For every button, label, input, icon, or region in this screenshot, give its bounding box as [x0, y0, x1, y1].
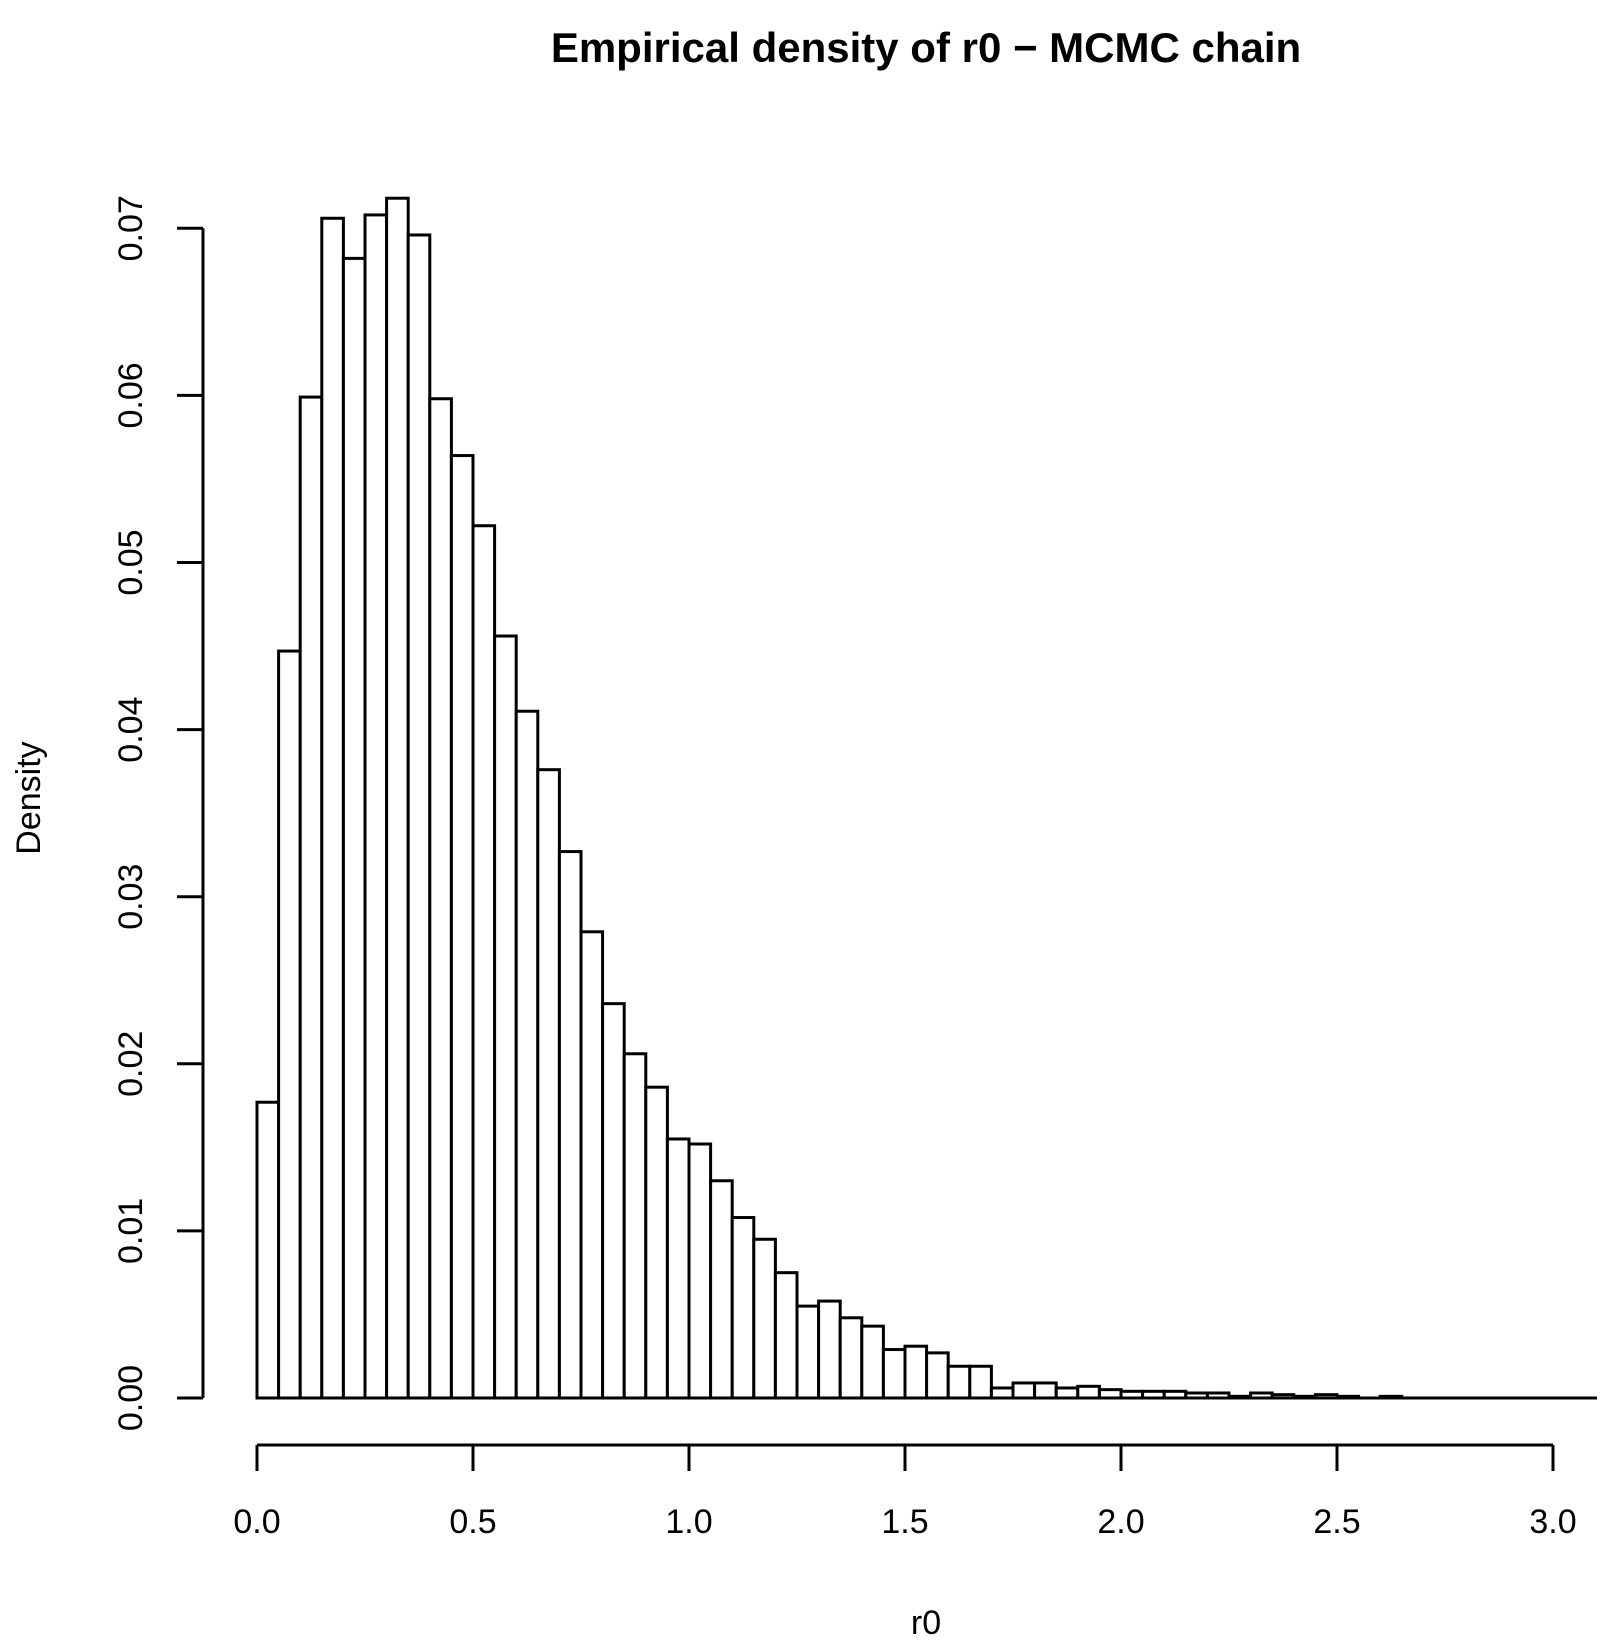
y-tick-label: 0.00	[112, 1365, 150, 1431]
y-tick-label: 0.07	[112, 195, 150, 261]
histogram-bar	[925, 1351, 950, 1400]
histogram-bar	[449, 454, 475, 1400]
histogram-bar	[255, 1100, 281, 1400]
histogram-bar	[471, 524, 497, 1400]
x-tick-label: 3.0	[1529, 1503, 1576, 1541]
x-tick-label: 1.0	[665, 1503, 712, 1541]
histogram-bar	[557, 850, 583, 1400]
y-tick-label: 0.04	[112, 697, 150, 763]
histogram-bar	[665, 1137, 691, 1400]
histogram-bar	[709, 1179, 734, 1400]
histogram-bar	[579, 930, 605, 1400]
histogram-bar	[968, 1364, 993, 1400]
histogram-bar	[903, 1344, 929, 1400]
x-axis: 0.0 0.5 1.0 1.5 2.0 2.5 3.0	[233, 1443, 1577, 1541]
histogram-bar	[363, 213, 389, 1400]
y-axis-label: Density	[10, 741, 48, 854]
histogram-bar	[773, 1271, 799, 1400]
histogram-bar	[1054, 1386, 1080, 1400]
x-tick-label: 0.5	[449, 1503, 496, 1541]
histogram-bar	[406, 233, 432, 1400]
histogram-bar	[493, 634, 518, 1400]
histogram-bar	[1011, 1381, 1037, 1400]
histogram-bar	[622, 1052, 648, 1400]
histogram-bar	[730, 1216, 756, 1400]
histogram-bar	[838, 1316, 864, 1400]
histogram-bar	[817, 1299, 842, 1400]
histogram-bar	[860, 1324, 885, 1400]
histogram-bar	[601, 1002, 626, 1400]
histogram-bar	[1033, 1381, 1058, 1400]
histogram-bar	[1076, 1384, 1101, 1400]
x-axis-label: r0	[911, 1604, 941, 1642]
y-axis: 0.00 0.01 0.02 0.03 0.04 0.05 0.06 0.07	[112, 195, 205, 1431]
histogram-bar	[298, 395, 324, 1400]
histogram-bar	[514, 709, 540, 1400]
histogram-bar	[644, 1085, 669, 1400]
histogram-bar	[881, 1348, 907, 1400]
y-tick-label: 0.05	[112, 529, 150, 595]
x-tick-label: 0.0	[233, 1503, 280, 1541]
histogram-bar	[989, 1386, 1015, 1400]
histogram-bar	[428, 397, 453, 1400]
y-tick-label: 0.02	[112, 1031, 150, 1097]
x-tick-label: 2.5	[1313, 1503, 1360, 1541]
x-tick-label: 2.0	[1097, 1503, 1144, 1541]
histogram-bar	[687, 1142, 713, 1400]
chart-title: Empirical density of r0 − MCMC chain	[551, 24, 1301, 71]
histogram-bars	[255, 196, 1404, 1400]
histogram-bar	[536, 768, 561, 1400]
histogram-bar	[385, 196, 410, 1400]
histogram-bar	[752, 1237, 777, 1400]
histogram-bar	[341, 256, 367, 1400]
histogram-bar	[320, 216, 345, 1400]
histogram-bar	[795, 1304, 821, 1400]
histogram-bar	[277, 649, 302, 1400]
y-tick-label: 0.03	[112, 864, 150, 930]
x-tick-label: 1.5	[881, 1503, 928, 1541]
histogram-bar	[946, 1364, 972, 1400]
y-tick-label: 0.01	[112, 1198, 150, 1264]
y-tick-label: 0.06	[112, 362, 150, 428]
